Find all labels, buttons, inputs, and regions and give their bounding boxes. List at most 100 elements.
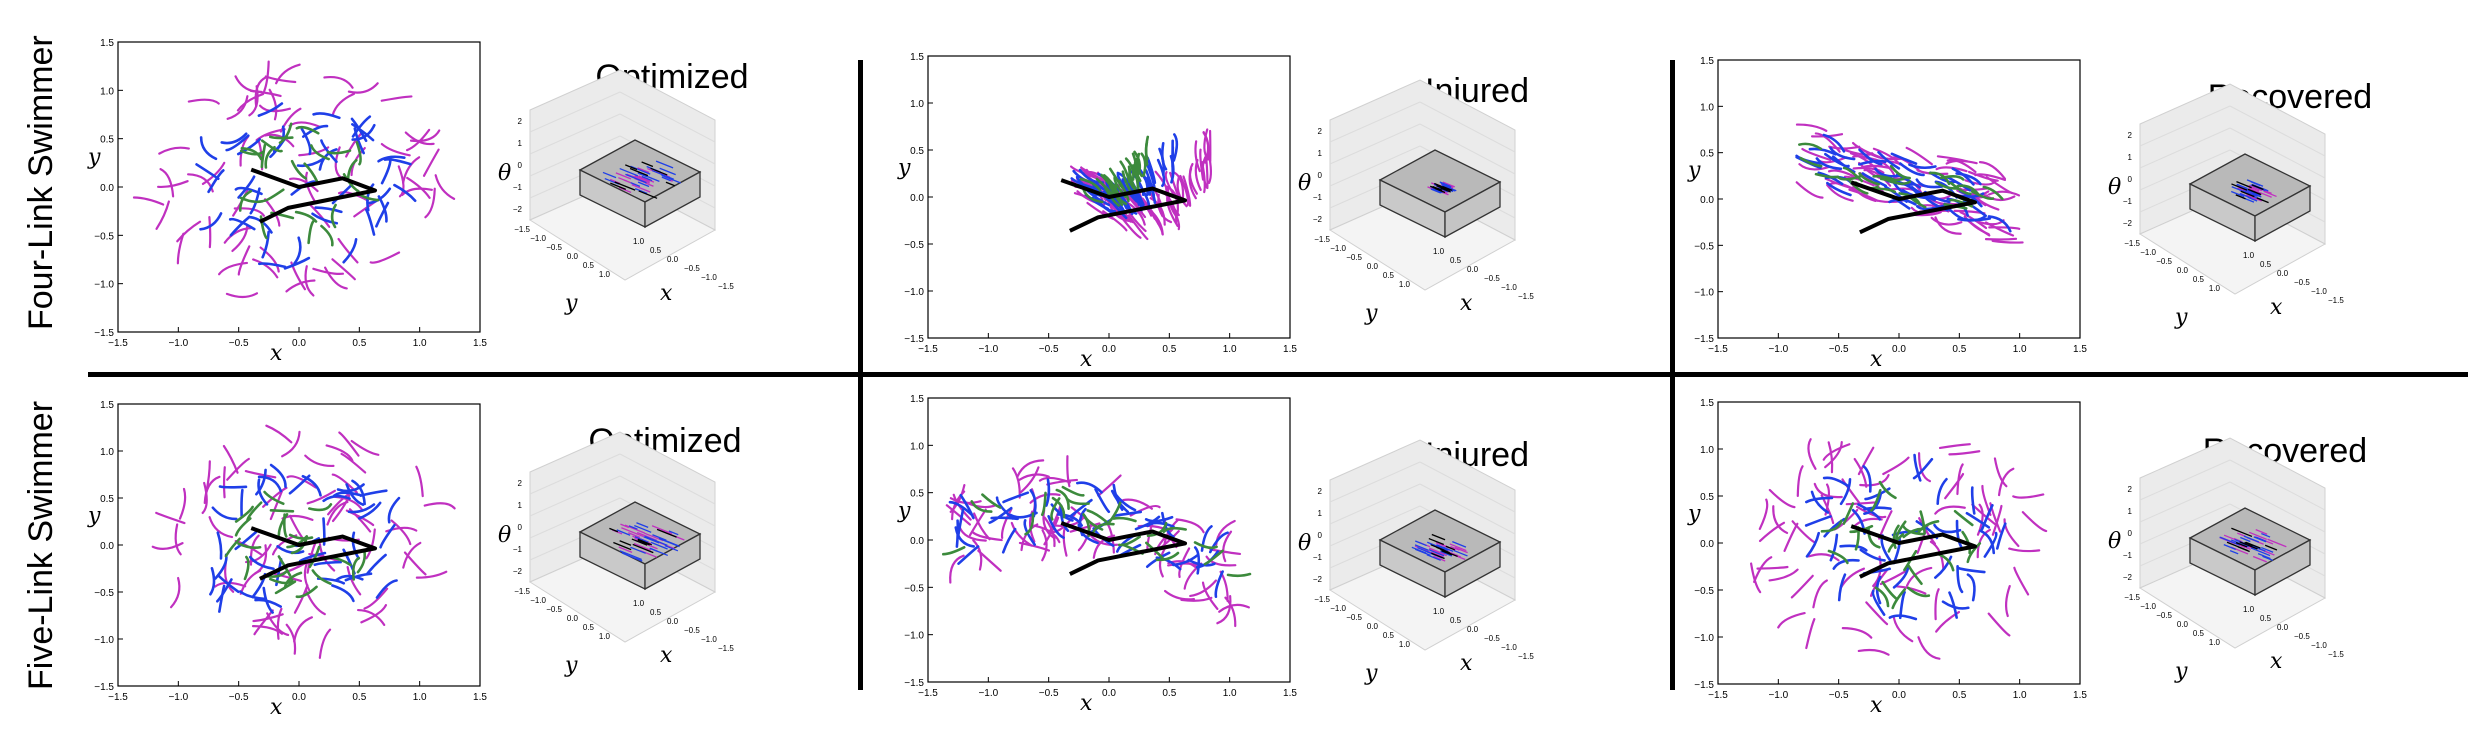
y3d-tick-label: 0.0 [2177,266,2189,275]
trajectory-segment [964,501,997,509]
y-tick-label: 0.0 [910,536,924,547]
trajectory-segment [366,553,387,575]
trajectory-segment [1055,488,1070,510]
trajectory-segment [1906,586,1931,598]
trajectory-3d [2262,555,2273,561]
trajectory-segment [300,127,312,156]
trajectory-3d [645,182,654,187]
trajectory-segment [355,141,362,166]
trajectory-3d [2237,546,2250,553]
trajectory-3d [2257,553,2271,560]
trajectory-segment [1842,502,1855,525]
trajectory-segment [335,574,364,582]
trajectory-segment [307,220,315,245]
trajectory-segment [294,210,318,223]
trajectory-segment [308,545,321,569]
trajectory-segment [224,537,241,558]
trajectory-segment [995,496,1015,520]
trajectory-segment [1149,197,1166,226]
trajectory-3d [1440,187,1451,193]
trajectory-segment [1066,455,1071,488]
trajectory-segment [1913,453,1922,482]
x-tick-label: 1.5 [2073,690,2087,701]
trajectory-3d [630,546,646,554]
trajectory-segment [262,188,285,203]
trajectory-segment [1987,612,2011,637]
x-tick-label: −1.5 [918,688,938,699]
trajectory-3d [631,184,651,193]
y-tick-label: −0.5 [904,240,924,251]
trajectory-3d [656,528,677,538]
trajectory-3d [602,171,617,179]
trajectory-segment [1790,574,1814,599]
trajectory-segment [1010,521,1033,547]
trajectory-segment [1959,211,1988,230]
trajectory-segment [1798,163,1831,171]
trajectory-segment [1872,174,1897,182]
trajectory-segment [132,196,165,206]
box-front-right [644,170,701,229]
y3d-tick-label: −1.0 [2140,248,2156,257]
trajectory-segment [1205,555,1237,567]
x-tick-label: −0.5 [229,338,249,349]
theta-tick-label: 1 [518,501,523,510]
y3d-tick-label: 0.5 [1383,271,1395,280]
trajectory-segment [159,168,175,198]
trajectory-3d [2246,179,2264,187]
trajectory-segment [959,493,975,520]
x-axis-label: x [1870,693,1883,718]
y-tick-label: −1.0 [904,631,924,642]
trajectory-segment [1795,181,1824,199]
trajectory-3d [2261,532,2271,538]
x3d-tick-label: 0.0 [667,617,679,626]
trajectory-segment [320,224,334,247]
trajectory-segment [293,584,309,614]
x-tick-label: 1.0 [2013,690,2027,701]
y-tick-label: 1.5 [1700,56,1714,67]
trajectory-segment [1041,529,1048,562]
trajectory-3d [1454,546,1468,554]
trajectory-segment [281,430,301,458]
trajectory-segment [220,132,248,145]
trajectory-3d [1434,182,1445,189]
trajectory-segment [337,191,370,202]
x-tick-label: −1.5 [1708,690,1728,701]
trajectory-segment [347,503,376,514]
x3d-tick-label: −1.5 [718,644,734,653]
trajectory-segment [258,262,287,269]
y3d-tick-label: 0.5 [583,261,595,270]
trajectory-segment [1949,181,1972,196]
trajectory-segment [1933,523,1962,534]
x3d-tick-label: −1.0 [1501,283,1517,292]
trajectory-3d [2252,555,2267,563]
y3d-tick-label: −1.5 [2124,239,2140,248]
trajectory-cloud [942,455,1252,628]
grid-line [529,91,621,133]
x3d-tick-label: −1.0 [701,273,717,282]
trajectory-3d [614,181,636,191]
trajectory-segment [314,206,343,214]
trajectory-3d [634,524,652,533]
trajectory-segment [223,226,253,244]
x3d-tick-label: −1.0 [2311,641,2327,650]
trajectory-segment [1987,190,2021,197]
trajectory-segment [360,603,388,624]
grid-line [1329,101,1421,143]
trajectory-3d [630,182,641,188]
trajectory-3d [618,546,633,553]
trajectory-3d [619,540,632,546]
trajectory-segment [1813,482,1843,499]
y-tick-label: 0.0 [100,541,114,552]
trajectory-3d [609,527,619,533]
trajectory-segment [972,539,983,571]
trajectory-segment [1874,167,1903,178]
trajectory-segment [283,256,311,270]
trajectory-segment [1826,183,1854,202]
trajectory-3d [1430,551,1444,558]
trajectory-segment [1193,546,1201,575]
trajectory-segment [387,496,401,524]
trajectory-segment [331,584,355,603]
trajectory-3d [650,541,668,550]
trajectory-3d [625,164,638,171]
theta-axis-label: θ [498,161,511,186]
